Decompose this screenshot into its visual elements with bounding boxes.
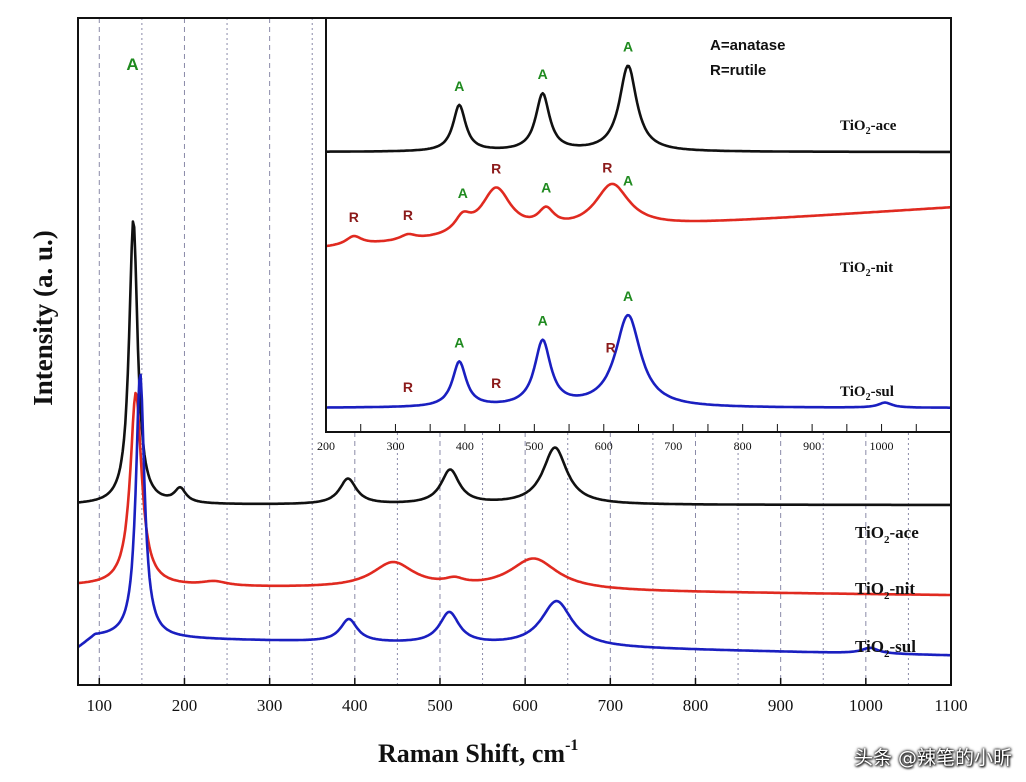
- inset-series-label-sul: TiO2-sul: [840, 384, 894, 403]
- main-tick-label-800: 800: [683, 696, 709, 715]
- inset-peak-A-635: A: [623, 39, 633, 55]
- main-tick-label-1100: 1100: [934, 696, 967, 715]
- inset-series-sul: [326, 313, 951, 409]
- inset-series-curves: [325, 64, 952, 409]
- inset-tick-label-400: 400: [456, 439, 474, 453]
- inset-peak-R-605: R: [602, 159, 612, 175]
- x-axis-label-text: Raman Shift, cm: [378, 739, 565, 768]
- main-tick-label-200: 200: [172, 696, 198, 715]
- inset-x-ticks: 200 300 400 500 600 700 800 900 1000: [317, 439, 894, 453]
- inset-peak-A-392: A: [454, 334, 464, 350]
- inset-tick-label-500: 500: [525, 439, 543, 453]
- inset-peak-R-610: R: [606, 339, 616, 355]
- main-peak-label-anatase: A: [126, 55, 138, 74]
- inset-peak-A-635: A: [623, 288, 633, 304]
- main-tick-label-1000: 1000: [849, 696, 883, 715]
- inset-tick-label-600: 600: [595, 439, 613, 453]
- x-axis-label-sup: -1: [565, 737, 578, 754]
- inset-peak-R-240: R: [349, 209, 359, 225]
- inset-peak-R-318: R: [403, 207, 413, 223]
- x-axis-label: Raman Shift, cm-1: [378, 737, 578, 768]
- inset-tick-label-700: 700: [664, 439, 682, 453]
- main-tick-label-600: 600: [512, 696, 538, 715]
- inset-tick-label-1000: 1000: [870, 439, 894, 453]
- main-tick-label-700: 700: [598, 696, 624, 715]
- inset-tick-label-800: 800: [734, 439, 752, 453]
- inset-peak-A-397: A: [458, 185, 468, 201]
- main-series-nit: [77, 391, 951, 597]
- main-tick-label-100: 100: [87, 696, 113, 715]
- main-tick-label-500: 500: [427, 696, 453, 715]
- inset-series-labels: TiO2-ace TiO2-nit TiO2-sul: [840, 118, 897, 403]
- main-series-label-nit: TiO2-nit: [855, 579, 915, 602]
- inset-background: [326, 18, 951, 432]
- inset-peak-A-635: A: [623, 173, 633, 189]
- inset-peak-R-445: R: [491, 375, 501, 391]
- main-series-labels: TiO2-ace TiO2-nit TiO2-sul: [855, 523, 919, 660]
- legend-rutile: R=rutile: [710, 62, 766, 79]
- y-axis-label: Intensity (a. u.): [28, 230, 58, 406]
- inset-guide-lines: [360, 424, 917, 432]
- main-tick-label-300: 300: [257, 696, 283, 715]
- inset-peak-A-512: A: [538, 313, 548, 329]
- legend-anatase: A=anatase: [710, 37, 785, 54]
- inset-tick-label-900: 900: [803, 439, 821, 453]
- main-series-sul: [77, 373, 951, 657]
- inset-tick-label-300: 300: [386, 439, 404, 453]
- inset-series-nit: [325, 182, 952, 248]
- inset-peak-A-392: A: [454, 78, 464, 94]
- inset-peak-R-445: R: [491, 160, 501, 176]
- inset-tick-label-200: 200: [317, 439, 335, 453]
- inset-peak-A-517: A: [541, 180, 551, 196]
- main-tick-label-400: 400: [342, 696, 368, 715]
- watermark: 头条 @辣笔的小昕: [853, 747, 1012, 769]
- main-tick-label-900: 900: [768, 696, 794, 715]
- inset-series-label-ace: TiO2-ace: [840, 118, 897, 137]
- inset-series-label-nit: TiO2-nit: [840, 260, 893, 279]
- inset-series-ace: [326, 64, 951, 154]
- main-series-label-ace: TiO2-ace: [855, 523, 919, 546]
- inset-peak-R-318: R: [403, 379, 413, 395]
- main-series-label-sul: TiO2-sul: [855, 637, 916, 660]
- inset-plot-frame: [325, 17, 952, 433]
- main-series-ace: [77, 220, 951, 507]
- main-series-curves: [77, 220, 951, 657]
- inset-peak-A-512: A: [538, 66, 548, 82]
- main-x-ticks: 100 200 300 400 500 600 700 800 900 1000 1100: [87, 678, 968, 715]
